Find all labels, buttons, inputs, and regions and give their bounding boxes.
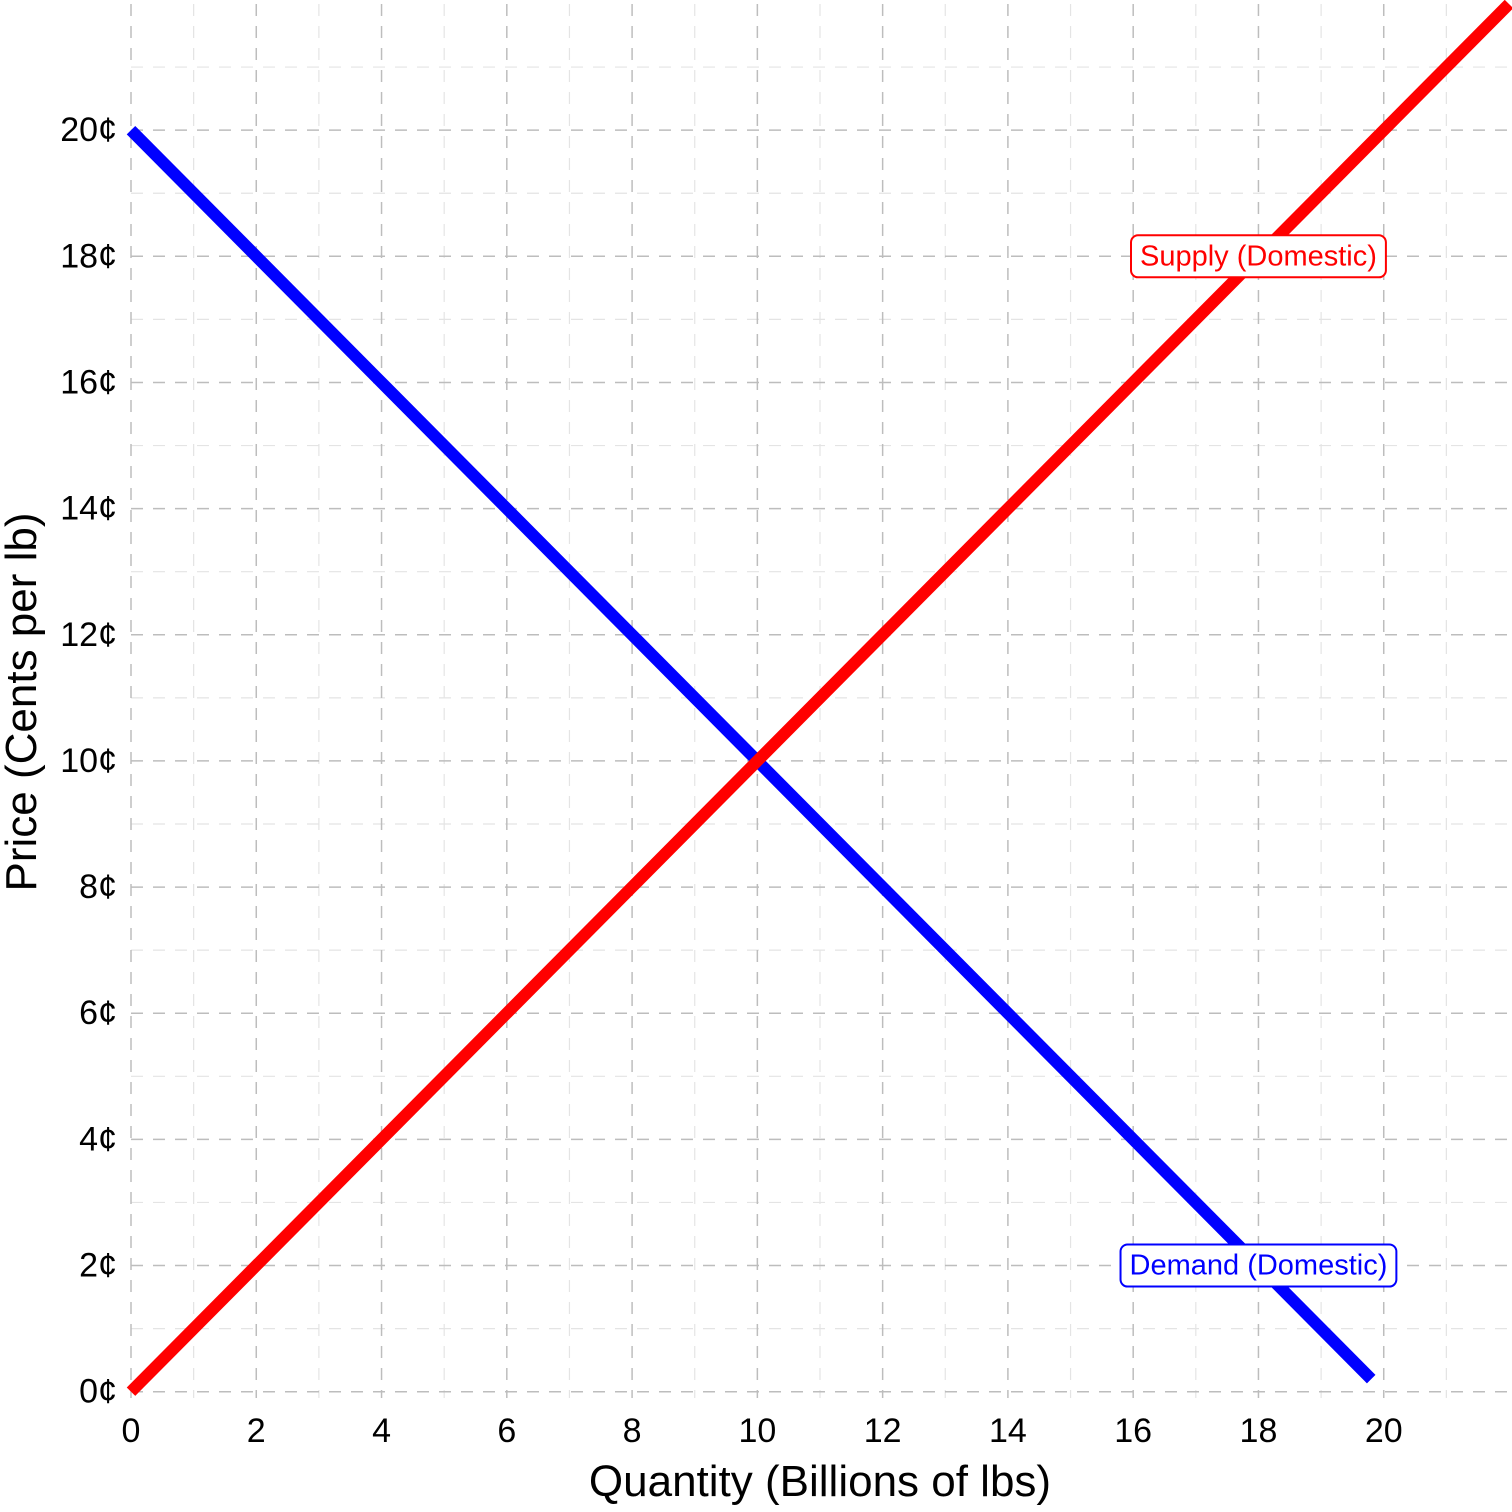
x-tick-label: 0: [122, 1412, 141, 1450]
y-tick-label: 20¢: [60, 111, 117, 149]
x-tick-label: 8: [623, 1412, 642, 1450]
supply-label-text: Supply (Domestic): [1140, 240, 1377, 272]
y-tick-label: 10¢: [60, 742, 117, 780]
supply-label: Supply (Domestic): [1130, 234, 1387, 279]
y-tick-label: 4¢: [79, 1120, 117, 1158]
x-tick-label: 10: [738, 1412, 776, 1450]
y-tick-label: 12¢: [60, 616, 117, 654]
y-axis-ticks: 0¢ 2¢ 4¢ 6¢ 8¢ 10¢ 12¢ 14¢ 16¢ 18¢ 20¢: [60, 111, 117, 1411]
x-tick-label: 6: [497, 1412, 516, 1450]
demand-label-text: Demand (Domestic): [1130, 1250, 1388, 1282]
curve-labels: Demand (Domestic) Supply (Domestic): [1119, 234, 1398, 1288]
y-tick-label: 16¢: [60, 363, 117, 401]
supply-label-box: [1130, 234, 1387, 279]
demand-label: Demand (Domestic): [1119, 1243, 1398, 1288]
x-tick-label: 20: [1365, 1412, 1403, 1450]
x-axis-title: Quantity (Billions of lbs): [589, 1457, 1051, 1506]
y-axis-title: Price (Cents per lb): [0, 512, 46, 891]
x-tick-label: 14: [989, 1412, 1027, 1450]
y-tick-label: 8¢: [79, 868, 117, 906]
x-tick-label: 2: [247, 1412, 266, 1450]
y-tick-label: 0¢: [79, 1373, 117, 1411]
demand-label-box: [1119, 1243, 1398, 1288]
y-tick-label: 2¢: [79, 1247, 117, 1285]
x-tick-label: 18: [1240, 1412, 1278, 1450]
y-tick-label: 6¢: [79, 994, 117, 1032]
x-tick-label: 12: [864, 1412, 902, 1450]
x-tick-label: 16: [1114, 1412, 1152, 1450]
x-tick-label: 4: [372, 1412, 391, 1450]
demand-curve: [126, 125, 1376, 1384]
y-tick-label: 18¢: [60, 237, 117, 275]
x-axis-ticks: 0 2 4 6 8 10 12 14 16 18 20: [122, 1412, 1403, 1450]
y-tick-label: 14¢: [60, 490, 117, 528]
